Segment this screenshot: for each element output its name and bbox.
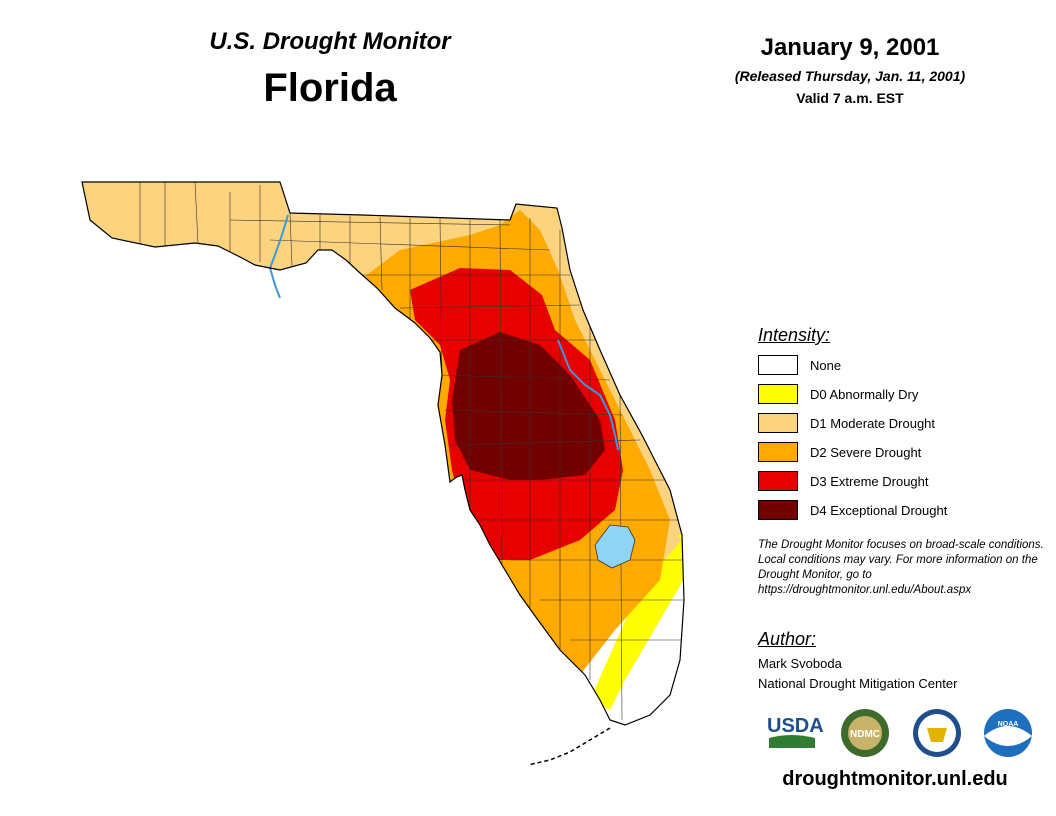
release-date: (Released Thursday, Jan. 11, 2001) <box>734 68 966 84</box>
legend-swatch <box>758 355 798 375</box>
usda-logo-icon: USDA <box>767 715 824 748</box>
legend-swatch <box>758 471 798 491</box>
legend-label: None <box>810 357 842 373</box>
lake-okeechobee <box>594 524 636 569</box>
legend-label: D0 Abnormally Dry <box>810 386 919 402</box>
legend-swatch <box>758 500 798 520</box>
legend-item-d3: D3 Extreme Drought <box>758 470 929 492</box>
legend-swatch <box>758 442 798 462</box>
commerce-seal-icon <box>913 709 961 757</box>
legend-item-none: None <box>758 354 841 376</box>
author-name: Mark Svoboda <box>758 656 842 671</box>
legend-swatch <box>758 413 798 433</box>
legend-item-d4: D4 Exceptional Drought <box>758 499 947 521</box>
st-johns-river <box>557 339 619 451</box>
legend-label: D1 Moderate Drought <box>810 415 936 431</box>
county-boundaries <box>139 182 684 721</box>
legend-item-d0: D0 Abnormally Dry <box>758 383 918 405</box>
website-link[interactable]: droughtmonitor.unl.edu <box>782 768 1008 790</box>
legend-label: D4 Exceptional Drought <box>810 502 948 518</box>
region-d4 <box>452 332 605 480</box>
author-title: Author: <box>758 629 817 649</box>
map-date: January 9, 2001 <box>760 34 940 61</box>
valid-time: Valid 7 a.m. EST <box>796 90 904 106</box>
author-org: National Drought Mitigation Center <box>758 676 958 691</box>
region-d0-south <box>590 530 684 710</box>
noaa-logo-icon: NOAA <box>984 709 1032 757</box>
legend-swatch <box>758 384 798 404</box>
legend-title: Intensity: <box>758 325 831 345</box>
state-outline <box>81 181 685 726</box>
ndmc-logo-icon: NDMC <box>841 709 889 757</box>
apalachicola-river <box>268 214 289 299</box>
svg-text:USDA: USDA <box>767 715 824 737</box>
agency-logos: USDA NDMC NOAA <box>767 709 1032 757</box>
florida-drought-map <box>81 181 685 766</box>
state-title: Florida <box>263 66 397 110</box>
legend-item-d1: D1 Moderate Drought <box>758 412 935 434</box>
legend-item-d2: D2 Severe Drought <box>758 441 921 463</box>
legend-label: D2 Severe Drought <box>810 444 922 460</box>
svg-text:NOAA: NOAA <box>998 721 1019 728</box>
map-product-title: U.S. Drought Monitor <box>209 28 451 55</box>
disclaimer-note: The Drought Monitor focuses on broad-sca… <box>758 539 1044 596</box>
florida-keys <box>527 727 611 766</box>
legend-label: D3 Extreme Drought <box>810 473 929 489</box>
svg-text:NDMC: NDMC <box>850 729 880 740</box>
